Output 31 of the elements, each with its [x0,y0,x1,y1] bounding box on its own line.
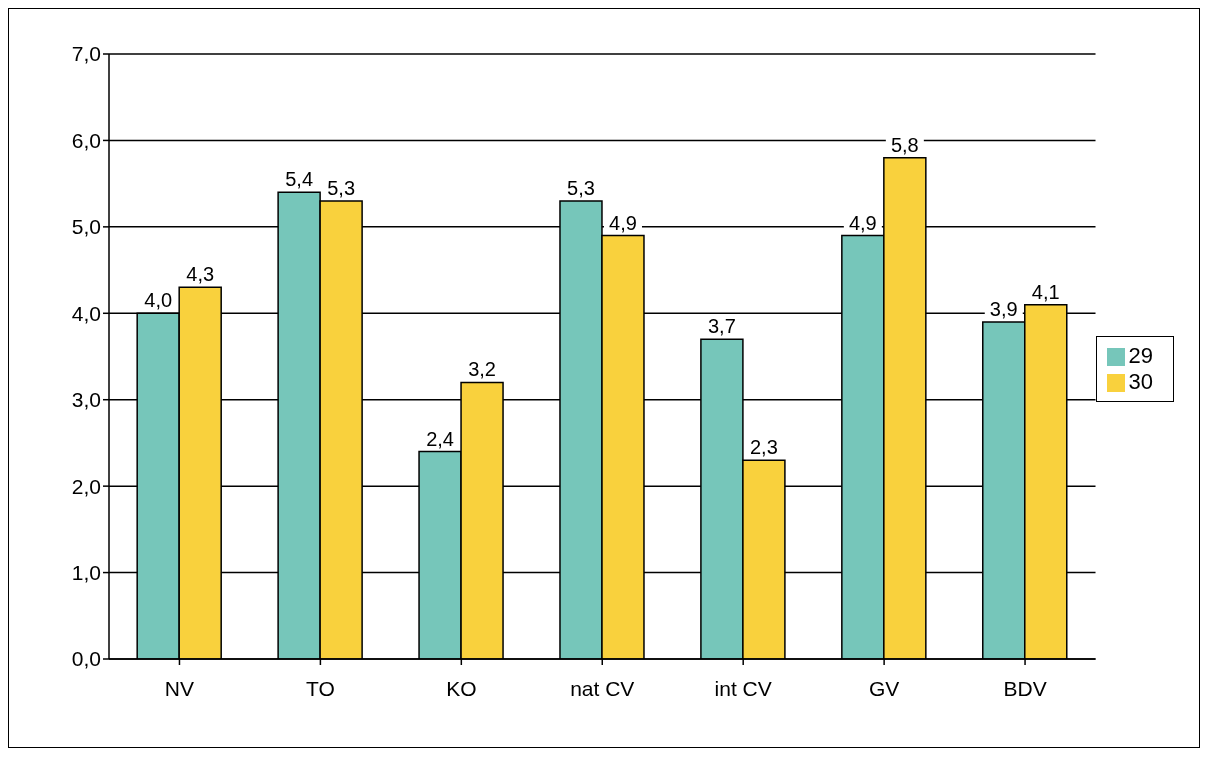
data-label: 4,9 [609,211,637,234]
y-tick-label: 7,0 [71,42,101,66]
y-tick-label: 2,0 [71,474,101,498]
x-tick-label: GV [868,676,900,700]
legend-label: 29 [1128,343,1153,368]
y-tick-label: 6,0 [71,128,101,152]
data-label: 5,8 [890,133,919,156]
x-tick-label: KO [446,676,477,700]
y-tick-label: 1,0 [71,561,101,585]
legend-label: 30 [1128,369,1153,394]
data-label: 3,9 [989,297,1018,320]
data-label: 4,0 [144,289,173,312]
y-tick-label: 3,0 [71,388,101,412]
data-label: 5,4 [285,168,314,191]
x-tick-label: NV [164,676,195,700]
y-tick-label: 5,0 [71,215,101,239]
data-label: 4,1 [1031,280,1060,303]
data-label: 5,3 [567,176,595,199]
x-tick-label: nat CV [570,676,635,700]
y-tick-label: 0,0 [71,647,101,671]
data-label: 3,7 [708,315,736,338]
data-label: 2,4 [426,427,454,450]
data-label: 5,3 [327,176,356,199]
x-tick-label: int CV [714,676,772,700]
data-label: 3,2 [468,358,496,381]
x-tick-label: BDV [1003,676,1047,700]
data-label: 4,3 [186,263,215,286]
data-label: 2,3 [750,436,778,459]
data-label: 4,9 [848,211,877,234]
y-tick-label: 4,0 [71,301,101,325]
x-tick-label: TO [306,676,335,700]
